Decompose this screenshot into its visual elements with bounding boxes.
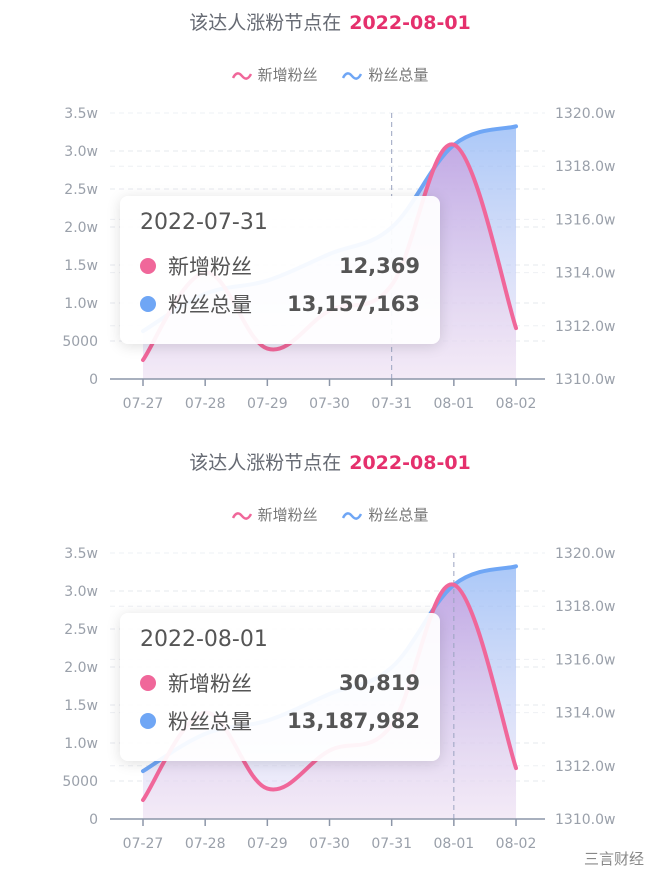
x-tick-label: 07-28 xyxy=(185,836,226,852)
left-tick-label: 0 xyxy=(89,372,98,388)
legend-label: 新增粉丝 xyxy=(257,506,318,524)
right-tick-label: 1318.0w xyxy=(555,599,615,615)
left-tick-label: 3.0w xyxy=(64,584,98,600)
tooltip: 2022-07-31 新增粉丝 12,369 粉丝总量 13,157,163 xyxy=(120,196,440,344)
right-tick-label: 1312.0w xyxy=(555,319,615,335)
tooltip-label: 粉丝总量 xyxy=(168,293,252,317)
left-tick-label: 0 xyxy=(89,812,98,828)
left-tick-label: 1.0w xyxy=(64,296,98,312)
right-tick-label: 1318.0w xyxy=(555,159,615,175)
title-date: 2022-08-01 xyxy=(349,452,471,474)
blue-dot-icon xyxy=(140,296,156,312)
x-tick-label: 08-01 xyxy=(434,836,475,852)
chart-panel-1: 该达人涨粉节点在 2022-08-01 新增粉丝 粉丝总量 0 5000 1.0w 1.… xyxy=(0,8,660,412)
x-tick-label: 07-27 xyxy=(123,836,164,852)
x-tick-label: 08-02 xyxy=(496,836,537,852)
tooltip-value: 13,157,163 xyxy=(287,292,420,316)
chart-panel-2: 该达人涨粉节点在 2022-08-01 新增粉丝 粉丝总量 0 5000 1.0w 1.… xyxy=(0,440,660,879)
legend-label: 新增粉丝 xyxy=(257,66,318,84)
tooltip-date: 2022-08-01 xyxy=(140,627,268,652)
title-date: 2022-08-01 xyxy=(349,12,471,34)
wave-icon xyxy=(231,71,252,80)
legend-total-fans[interactable]: 粉丝总量 xyxy=(342,506,428,524)
watermark: 三言财经 xyxy=(583,850,644,868)
wave-icon xyxy=(342,71,363,80)
right-tick-label: 1316.0w xyxy=(555,652,615,668)
right-tick-label: 1312.0w xyxy=(555,759,615,775)
x-tick-label: 08-02 xyxy=(496,396,537,412)
right-tick-label: 1314.0w xyxy=(555,706,615,722)
legend-new-fans[interactable]: 新增粉丝 xyxy=(231,66,318,84)
right-tick-label: 1320.0w xyxy=(555,546,615,562)
left-tick-label: 5000 xyxy=(62,774,98,790)
tooltip-label: 新增粉丝 xyxy=(168,672,252,696)
tooltip-row-total: 粉丝总量 13,187,982 xyxy=(140,702,420,740)
x-tick-label: 07-29 xyxy=(247,396,288,412)
title-prefix: 该达人涨粉节点在 xyxy=(189,452,342,474)
tooltip-value: 12,369 xyxy=(338,254,420,278)
left-tick-label: 1.5w xyxy=(64,258,98,274)
legend: 新增粉丝 粉丝总量 xyxy=(0,504,660,525)
legend-total-fans[interactable]: 粉丝总量 xyxy=(342,66,428,84)
left-tick-label: 2.5w xyxy=(64,622,98,638)
legend: 新增粉丝 粉丝总量 xyxy=(0,64,660,85)
x-tick-label: 07-29 xyxy=(247,836,288,852)
tooltip-date: 2022-07-31 xyxy=(140,210,268,235)
chart-title: 该达人涨粉节点在 2022-08-01 xyxy=(0,448,660,475)
tooltip-row-new: 新增粉丝 12,369 xyxy=(140,247,420,285)
x-tick-label: 07-30 xyxy=(309,396,350,412)
left-tick-label: 2.0w xyxy=(64,660,98,676)
tooltip-value: 30,819 xyxy=(338,671,420,695)
legend-label: 粉丝总量 xyxy=(368,506,429,524)
wave-icon xyxy=(342,511,363,520)
tooltip-row-new: 新增粉丝 30,819 xyxy=(140,664,420,702)
x-tick-label: 07-30 xyxy=(309,836,350,852)
legend-new-fans[interactable]: 新增粉丝 xyxy=(231,506,318,524)
tooltip: 2022-08-01 新增粉丝 30,819 粉丝总量 13,187,982 xyxy=(120,613,440,761)
left-tick-label: 3.5w xyxy=(64,106,98,122)
left-tick-label: 3.0w xyxy=(64,144,98,160)
right-tick-label: 1310.0w xyxy=(555,812,615,828)
x-tick-label: 07-31 xyxy=(371,396,412,412)
x-tick-label: 07-28 xyxy=(185,396,226,412)
x-tick-label: 08-01 xyxy=(434,396,475,412)
right-tick-label: 1314.0w xyxy=(555,266,615,282)
blue-dot-icon xyxy=(140,713,156,729)
wave-icon xyxy=(231,511,252,520)
right-tick-label: 1320.0w xyxy=(555,106,615,122)
pink-dot-icon xyxy=(140,258,156,274)
right-tick-label: 1310.0w xyxy=(555,372,615,388)
legend-label: 粉丝总量 xyxy=(368,66,429,84)
tooltip-label: 新增粉丝 xyxy=(168,255,252,279)
left-tick-label: 3.5w xyxy=(64,546,98,562)
title-prefix: 该达人涨粉节点在 xyxy=(189,12,342,34)
tooltip-value: 13,187,982 xyxy=(287,709,420,733)
left-tick-label: 5000 xyxy=(62,334,98,350)
tooltip-row-total: 粉丝总量 13,157,163 xyxy=(140,285,420,323)
chart-title: 该达人涨粉节点在 2022-08-01 xyxy=(0,8,660,35)
x-tick-label: 07-27 xyxy=(123,396,164,412)
left-tick-label: 2.0w xyxy=(64,220,98,236)
tooltip-label: 粉丝总量 xyxy=(168,710,252,734)
pink-dot-icon xyxy=(140,675,156,691)
right-tick-label: 1316.0w xyxy=(555,212,615,228)
x-tick-label: 07-31 xyxy=(371,836,412,852)
left-tick-label: 2.5w xyxy=(64,182,98,198)
left-tick-label: 1.0w xyxy=(64,736,98,752)
left-tick-label: 1.5w xyxy=(64,698,98,714)
